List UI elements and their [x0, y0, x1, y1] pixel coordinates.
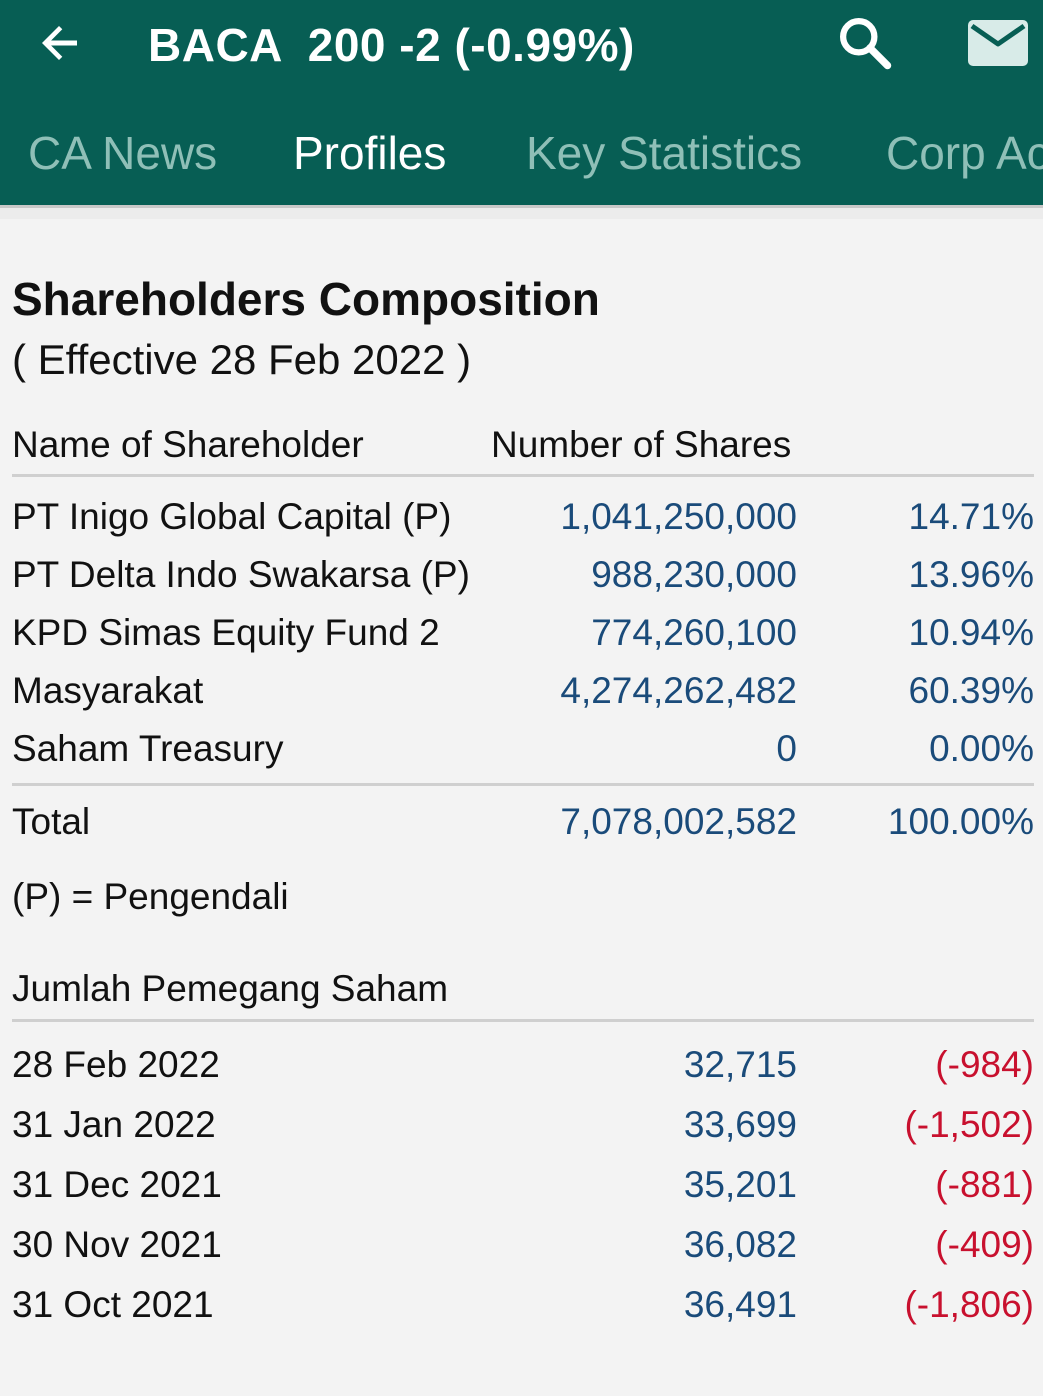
- divider: [12, 783, 1034, 786]
- mail-icon: [966, 18, 1030, 73]
- divider: [12, 1019, 1034, 1022]
- holders-change: (-1,806): [904, 1284, 1034, 1325]
- tab-ca-news[interactable]: CA News: [28, 127, 218, 179]
- holders-date: 31 Dec 2021: [12, 1164, 222, 1205]
- search-icon: [835, 13, 895, 78]
- table-row: PT Delta Indo Swakarsa (P) 988,230,000 1…: [12, 546, 1034, 604]
- arrow-left-icon: [37, 19, 85, 72]
- shareholder-shares: 4,274,262,482: [560, 670, 797, 711]
- table-row: PT Inigo Global Capital (P) 1,041,250,00…: [12, 488, 1034, 546]
- holders-count: 35,201: [683, 1164, 797, 1205]
- total-row: Total 7,078,002,582 100.00%: [12, 793, 1034, 851]
- column-header-shares: Number of Shares: [491, 424, 792, 465]
- app-bar: BACA 200 -2 (-0.99%) CA News Profiles Ke…: [0, 0, 1043, 205]
- controller-note: (P) = Pengendali: [12, 876, 289, 917]
- holders-change: (-409): [935, 1224, 1034, 1265]
- back-button[interactable]: [30, 14, 92, 76]
- holders-date: 30 Nov 2021: [12, 1224, 222, 1265]
- shareholder-percent: 60.39%: [908, 670, 1035, 711]
- shareholder-percent: 10.94%: [908, 612, 1035, 653]
- table-row: Masyarakat 4,274,262,482 60.39%: [12, 662, 1034, 720]
- shareholder-shares: 0: [776, 728, 797, 769]
- tab-bar: CA News Profiles Key Statistics Corp Ac: [0, 110, 1043, 200]
- holders-count: 36,491: [683, 1284, 797, 1325]
- holders-count: 32,715: [683, 1044, 797, 1085]
- holders-change: (-984): [935, 1044, 1034, 1085]
- total-percent: 100.00%: [887, 801, 1034, 842]
- header-divider: [0, 205, 1043, 219]
- shareholder-name: PT Delta Indo Swakarsa (P): [12, 554, 470, 595]
- column-header-name: Name of Shareholder: [12, 424, 364, 465]
- table-row: Saham Treasury 0 0.00%: [12, 720, 1034, 778]
- table-row: 28 Feb 2022 32,715 (-984): [12, 1036, 1034, 1094]
- holders-count: 33,699: [683, 1104, 797, 1145]
- table-row: 30 Nov 2021 36,082 (-409): [12, 1216, 1034, 1274]
- holders-date: 31 Jan 2022: [12, 1104, 216, 1145]
- holders-count: 36,082: [683, 1224, 797, 1265]
- shareholder-percent: 13.96%: [908, 554, 1035, 595]
- shareholder-shares: 1,041,250,000: [560, 496, 797, 537]
- table-row: KPD Simas Equity Fund 2 774,260,100 10.9…: [12, 604, 1034, 662]
- total-label: Total: [12, 801, 91, 842]
- page-title: BACA 200 -2 (-0.99%): [148, 19, 635, 71]
- holders-date: 31 Oct 2021: [12, 1284, 214, 1325]
- tab-corp-actions[interactable]: Corp Ac: [886, 127, 1043, 179]
- table-row: 31 Oct 2021 36,491 (-1,806): [12, 1276, 1034, 1334]
- shareholder-name: KPD Simas Equity Fund 2: [12, 612, 440, 653]
- section-title: Shareholders Composition: [12, 273, 600, 325]
- shareholder-name: PT Inigo Global Capital (P): [12, 496, 452, 537]
- effective-date: ( Effective 28 Feb 2022 ): [12, 336, 472, 383]
- shareholder-percent: 0.00%: [929, 728, 1034, 769]
- tab-profiles[interactable]: Profiles: [293, 127, 447, 179]
- search-button[interactable]: [830, 10, 900, 80]
- tab-key-statistics[interactable]: Key Statistics: [526, 127, 803, 179]
- shareholder-percent: 14.71%: [908, 496, 1035, 537]
- holders-date: 28 Feb 2022: [12, 1044, 220, 1085]
- total-shares: 7,078,002,582: [560, 801, 797, 842]
- shareholder-name: Saham Treasury: [12, 728, 284, 769]
- shareholder-shares: 988,230,000: [591, 554, 797, 595]
- holders-count-title: Jumlah Pemegang Saham: [12, 968, 449, 1009]
- shareholder-shares: 774,260,100: [591, 612, 797, 653]
- mail-button[interactable]: [960, 12, 1036, 78]
- shareholder-name: Masyarakat: [12, 670, 204, 711]
- table-row: 31 Jan 2022 33,699 (-1,502): [12, 1096, 1034, 1154]
- holders-change: (-881): [935, 1164, 1034, 1205]
- divider: [12, 474, 1034, 477]
- table-row: 31 Dec 2021 35,201 (-881): [12, 1156, 1034, 1214]
- holders-change: (-1,502): [904, 1104, 1034, 1145]
